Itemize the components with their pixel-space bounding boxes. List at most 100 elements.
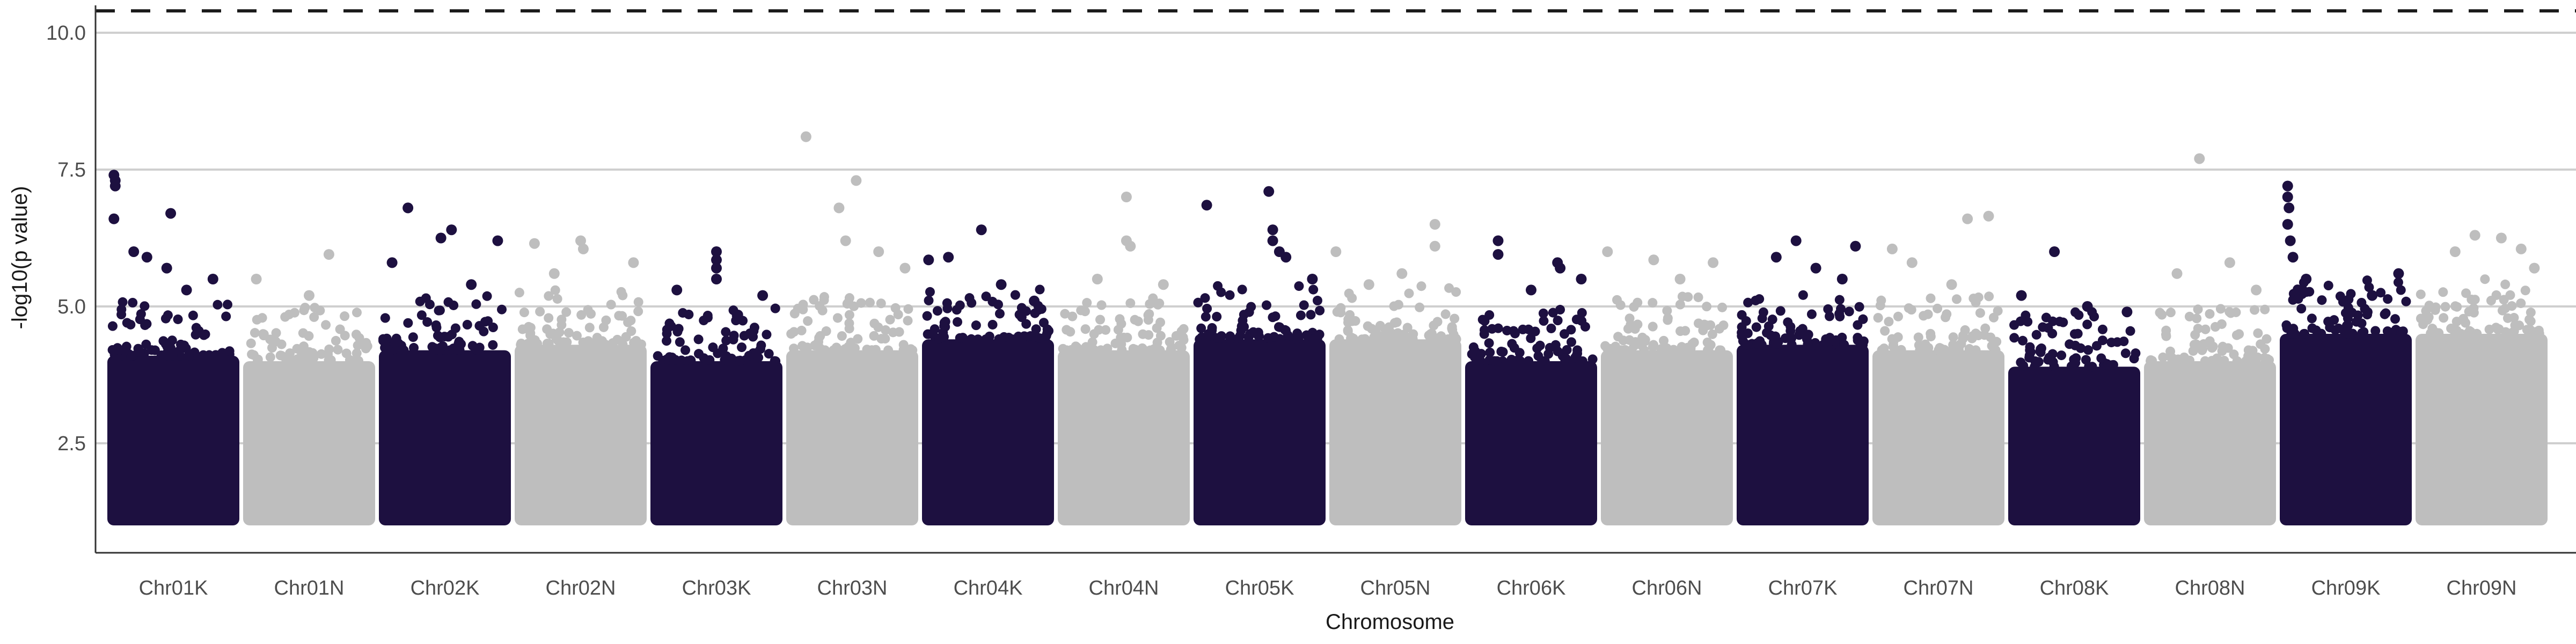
peak-point-Chr09N-4	[2529, 262, 2540, 274]
fringe-point-Chr03K-12	[770, 303, 780, 313]
fringe-point-Chr09K-50	[2382, 326, 2392, 336]
fringe-point-Chr04N-67	[1102, 343, 1113, 354]
fringe-point-Chr02N-66	[618, 290, 628, 301]
fringe-point-Chr06N-53	[1683, 292, 1693, 302]
fringe-point-Chr06K-21	[1543, 349, 1554, 359]
peak-point-Chr02N-1	[575, 235, 586, 246]
peak-point-Chr09K-6	[2301, 274, 2312, 284]
fringe-point-Chr03N-11	[853, 334, 863, 344]
fringe-point-Chr04K-21	[1035, 284, 1045, 295]
series-Chr05N	[1329, 281, 1461, 525]
peak-point-Chr06K-2	[1555, 262, 1566, 274]
fringe-point-Chr09K-62	[2282, 323, 2292, 333]
fringe-point-Chr03N-65	[867, 345, 877, 355]
fringe-point-Chr07N-40	[1926, 332, 1936, 342]
peaks-layer	[108, 131, 2540, 318]
fringe-point-Chr06K-53	[1498, 347, 1508, 357]
fringe-point-Chr05N-45	[1389, 301, 1399, 311]
fringe-point-Chr04K-62	[994, 309, 1005, 319]
fringe-point-Chr08K-52	[2076, 343, 2086, 353]
series-Chr02N	[514, 285, 647, 525]
fringe-point-Chr04N-44	[1179, 324, 1189, 334]
fringe-point-Chr03K-67	[751, 348, 762, 358]
fringe-point-Chr09K-46	[2362, 275, 2372, 286]
fringe-point-Chr06N-26	[1702, 302, 1712, 312]
fringe-point-Chr08K-46	[2096, 353, 2106, 363]
fringe-point-Chr08K-54	[2023, 317, 2033, 327]
point-band-Chr01N	[243, 361, 375, 525]
fringe-point-Chr06K-28	[1493, 323, 1503, 333]
fringe-point-Chr04N-49	[1148, 293, 1158, 303]
peak-point-Chr08N-0	[2194, 153, 2205, 164]
fringe-point-Chr01K-53	[194, 326, 204, 336]
x-tick-label-Chr04K: Chr04K	[954, 577, 1023, 599]
series-Chr06N	[1600, 291, 1733, 525]
fringe-point-Chr02N-65	[524, 321, 534, 332]
peak-point-Chr04N-3	[1092, 274, 1103, 284]
fringe-point-Chr03N-59	[856, 298, 866, 308]
fringe-point-Chr09K-20	[2307, 313, 2317, 324]
fringe-point-Chr09N-45	[2421, 306, 2431, 316]
point-band-Chr02N	[515, 345, 647, 525]
fringe-point-Chr01N-29	[326, 355, 336, 365]
peak-point-Chr04K-2	[923, 254, 934, 266]
fringe-point-Chr01N-7	[246, 338, 256, 348]
fringe-point-Chr04K-66	[924, 329, 934, 339]
fringe-point-Chr05N-61	[1336, 303, 1346, 313]
fringe-point-Chr02K-35	[415, 296, 425, 306]
fringe-point-Chr05N-32	[1344, 288, 1354, 298]
fringe-point-Chr02K-42	[443, 297, 453, 307]
peak-point-Chr08K-2	[2082, 301, 2093, 312]
point-band-Chr05K	[1194, 339, 1326, 525]
fringe-point-Chr02K-27	[496, 304, 507, 314]
fringe-point-Chr08N-68	[2197, 345, 2207, 355]
fringe-point-Chr02N-34	[576, 310, 587, 320]
x-tick-label-Chr03K: Chr03K	[682, 577, 751, 599]
fringe-point-Chr05N-69	[1444, 283, 1454, 293]
fringe-point-Chr04K-65	[1026, 331, 1036, 341]
peak-point-Chr07K-2	[1850, 240, 1861, 252]
fringe-point-Chr06N-1	[1648, 298, 1658, 308]
fringe-point-Chr07K-64	[1825, 311, 1835, 321]
fringe-point-Chr06K-37	[1506, 354, 1517, 364]
fringe-point-Chr01N-59	[253, 354, 263, 364]
fringe-point-Chr02K-29	[482, 291, 492, 301]
fringe-point-Chr02K-37	[462, 319, 472, 330]
peak-point-Chr01K-2	[109, 180, 121, 192]
x-tick-label-Chr02K: Chr02K	[411, 577, 480, 599]
fringe-point-Chr02N-57	[544, 339, 554, 349]
fringe-point-Chr01N-19	[321, 320, 331, 330]
fringe-point-Chr07N-42	[1877, 345, 1887, 355]
fringe-point-Chr02N-36	[633, 297, 643, 307]
fringe-point-Chr04K-63	[994, 334, 1004, 344]
fringe-point-Chr06N-41	[1703, 345, 1713, 355]
peak-point-Chr04K-0	[976, 224, 987, 236]
fringe-point-Chr01N-11	[257, 313, 267, 323]
fringe-point-Chr07K-60	[1858, 314, 1868, 324]
fringe-point-Chr04K-22	[932, 306, 942, 316]
fringe-point-Chr04N-39	[1145, 345, 1155, 355]
fringe-point-Chr08N-53	[2223, 343, 2233, 353]
fringe-point-Chr06N-69	[1608, 345, 1618, 355]
fringe-point-Chr05K-68	[1236, 321, 1247, 331]
series-Chr01N	[243, 303, 375, 525]
peak-point-Chr03N-1	[851, 175, 862, 186]
fringe-point-Chr08K-58	[2091, 341, 2102, 351]
fringe-point-Chr01N-68	[361, 338, 371, 348]
fringe-point-Chr02K-66	[433, 331, 443, 341]
peak-point-Chr04N-0	[1121, 192, 1132, 202]
fringe-point-Chr09N-64	[2500, 327, 2511, 337]
fringe-point-Chr01N-6	[265, 352, 275, 362]
peak-point-Chr03N-0	[800, 131, 811, 142]
fringe-point-Chr01N-61	[315, 305, 325, 316]
x-tick-label-Chr08K: Chr08K	[2040, 577, 2109, 599]
fringe-point-Chr06N-65	[1659, 335, 1669, 346]
fringe-point-Chr01K-54	[188, 310, 198, 320]
fringe-point-Chr01K-21	[116, 304, 127, 314]
fringe-point-Chr08K-15	[2073, 328, 2083, 339]
fringe-point-Chr07N-43	[1984, 291, 1994, 302]
peak-point-Chr09K-0	[2282, 180, 2293, 192]
fringe-point-Chr08N-50	[2250, 305, 2260, 315]
fringe-point-Chr09K-61	[2381, 308, 2391, 318]
fringe-point-Chr09N-65	[2446, 324, 2456, 334]
